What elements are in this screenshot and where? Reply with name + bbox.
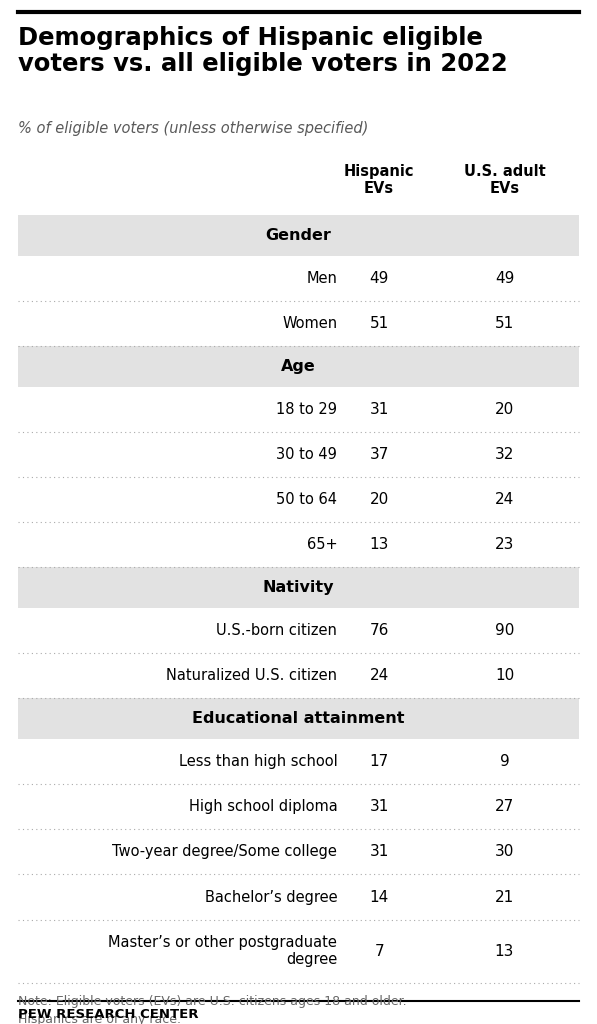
Text: High school diploma: High school diploma xyxy=(189,800,337,814)
Text: U.S. adult
EVs: U.S. adult EVs xyxy=(464,164,545,197)
Bar xyxy=(18,346,579,387)
Text: Nativity: Nativity xyxy=(263,581,334,595)
Text: 24: 24 xyxy=(495,493,514,507)
Text: 51: 51 xyxy=(370,316,389,331)
Text: 10: 10 xyxy=(495,669,514,683)
Bar xyxy=(18,215,579,256)
Text: Age: Age xyxy=(281,359,316,374)
Text: Naturalized U.S. citizen: Naturalized U.S. citizen xyxy=(167,669,337,683)
Text: Two-year degree/Some college: Two-year degree/Some college xyxy=(112,845,337,859)
Text: Bachelor’s degree: Bachelor’s degree xyxy=(205,890,337,904)
Text: 21: 21 xyxy=(495,890,514,904)
Text: Educational attainment: Educational attainment xyxy=(192,712,405,726)
Text: 90: 90 xyxy=(495,624,514,638)
Text: 76: 76 xyxy=(370,624,389,638)
Text: 31: 31 xyxy=(370,845,389,859)
Text: U.S.-born citizen: U.S.-born citizen xyxy=(217,624,337,638)
Text: Demographics of Hispanic eligible
voters vs. all eligible voters in 2022: Demographics of Hispanic eligible voters… xyxy=(18,26,507,77)
Text: 31: 31 xyxy=(370,800,389,814)
Bar xyxy=(18,567,579,608)
Text: % of eligible voters (unless otherwise specified): % of eligible voters (unless otherwise s… xyxy=(18,121,368,136)
Text: 13: 13 xyxy=(370,538,389,552)
Text: 50 to 64: 50 to 64 xyxy=(276,493,337,507)
Text: 49: 49 xyxy=(370,271,389,286)
Text: 14: 14 xyxy=(370,890,389,904)
Text: Master’s or other postgraduate
degree: Master’s or other postgraduate degree xyxy=(109,935,337,968)
Text: 27: 27 xyxy=(495,800,514,814)
Text: 30: 30 xyxy=(495,845,514,859)
Text: Women: Women xyxy=(282,316,337,331)
Text: 20: 20 xyxy=(495,402,514,417)
Text: 23: 23 xyxy=(495,538,514,552)
Text: 30 to 49: 30 to 49 xyxy=(276,447,337,462)
Text: 18 to 29: 18 to 29 xyxy=(276,402,337,417)
Text: Gender: Gender xyxy=(266,228,331,243)
Text: Men: Men xyxy=(306,271,337,286)
Text: 24: 24 xyxy=(370,669,389,683)
Text: 13: 13 xyxy=(495,944,514,958)
Bar xyxy=(18,698,579,739)
Text: 32: 32 xyxy=(495,447,514,462)
Text: 7: 7 xyxy=(374,944,384,958)
Text: 37: 37 xyxy=(370,447,389,462)
Text: 17: 17 xyxy=(370,755,389,769)
Text: 20: 20 xyxy=(370,493,389,507)
Text: 65+: 65+ xyxy=(307,538,337,552)
Text: 49: 49 xyxy=(495,271,514,286)
Text: 9: 9 xyxy=(500,755,509,769)
Text: PEW RESEARCH CENTER: PEW RESEARCH CENTER xyxy=(18,1008,198,1021)
Text: Less than high school: Less than high school xyxy=(179,755,337,769)
Text: Hispanic
EVs: Hispanic EVs xyxy=(344,164,414,197)
Text: 31: 31 xyxy=(370,402,389,417)
Text: 51: 51 xyxy=(495,316,514,331)
Text: Note: Eligible voters (EVs) are U.S. citizens ages 18 and older.
Hispanics are o: Note: Eligible voters (EVs) are U.S. cit… xyxy=(18,995,407,1024)
